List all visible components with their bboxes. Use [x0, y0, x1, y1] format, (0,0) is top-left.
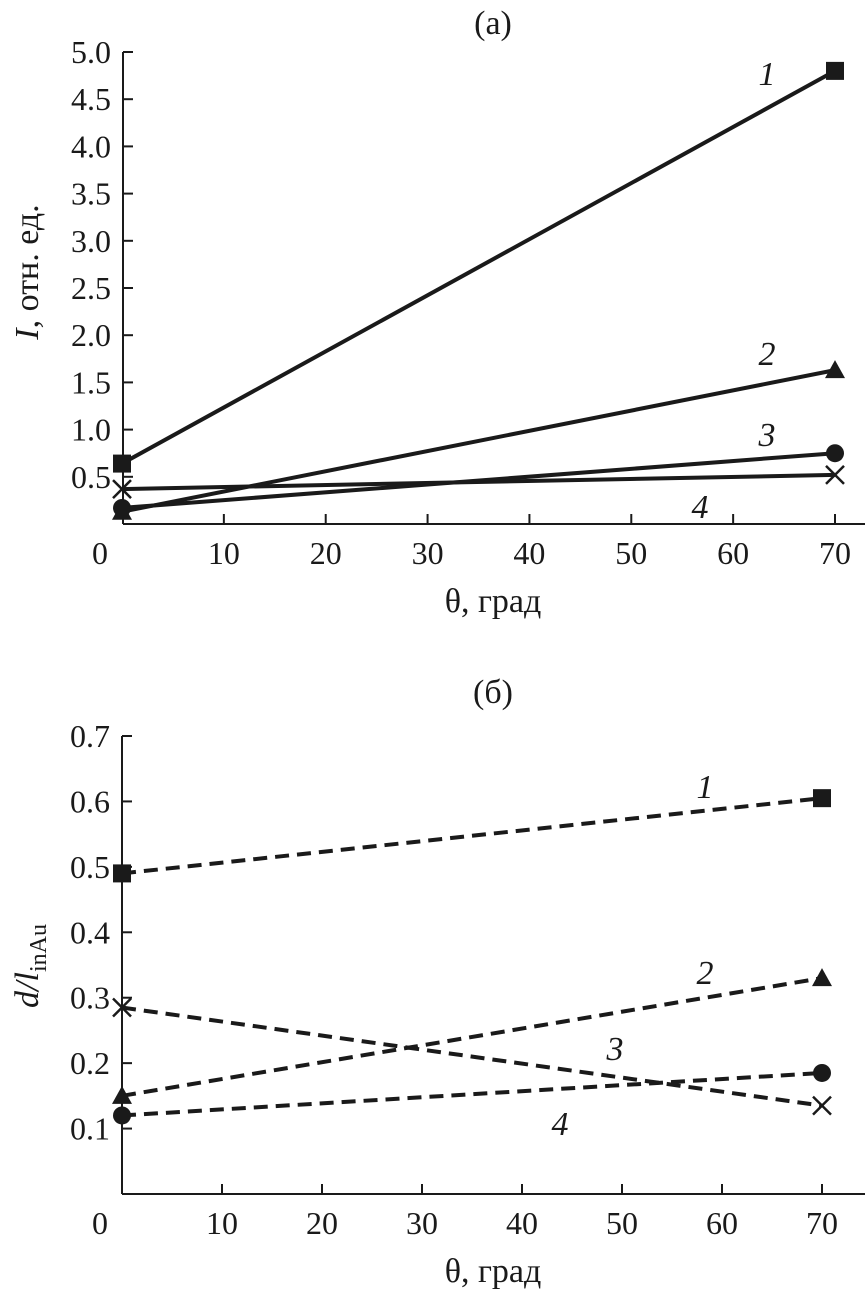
- y-tick-label: 0.2: [70, 1045, 110, 1081]
- y-tick-label: 3.5: [71, 176, 111, 212]
- series-line: [121, 1070, 823, 1118]
- x-tick-label: 0: [92, 1205, 108, 1241]
- y-tick-label: 0.4: [70, 914, 110, 950]
- series-label: 4: [552, 1106, 569, 1143]
- series-label: 1: [759, 56, 776, 93]
- x-tick-label: 70: [819, 535, 851, 571]
- y-tick-label: 0.1: [70, 1111, 110, 1147]
- y-axis-title-main: d/l: [9, 972, 46, 1008]
- y-tick-label: 4.5: [71, 81, 111, 117]
- y-axis-title-symbol: I: [9, 327, 46, 341]
- y-tick-label: 0.3: [70, 980, 110, 1016]
- cross-stroke: [812, 1095, 832, 1116]
- cross-stroke: [825, 465, 845, 485]
- data-point-square: [113, 864, 131, 883]
- chart-panel-1: (а) 0.5 1.0 1.5 2.0 2.5 3.0 3.5 4.0 4.5 5.0 0 10 20 30…: [9, 5, 865, 620]
- y-tick-label: 1.0: [71, 412, 111, 448]
- series-2: 2: [112, 336, 845, 520]
- x-tick-label: 20: [310, 535, 342, 571]
- data-point-circle: [113, 1106, 131, 1125]
- x-tick-label: 10: [206, 1205, 238, 1241]
- panel-title: (б): [473, 674, 513, 711]
- series-line: [121, 368, 836, 514]
- y-tick-label: 0.6: [70, 783, 110, 819]
- x-tick-label: 30: [412, 535, 444, 571]
- data-point-cross: [112, 997, 132, 1018]
- data-point-triangle: [112, 1085, 132, 1104]
- data-point-cross: [825, 465, 845, 485]
- series-label: 1: [697, 769, 714, 806]
- y-tick-label: 2.0: [71, 317, 111, 353]
- series-3: 3: [113, 417, 844, 517]
- y-tick-label: 0.7: [70, 718, 110, 754]
- y-tick-label: 0.5: [70, 849, 110, 885]
- chart-panel-2: (б) 0.1 0.2 0.3 0.4 0.5 0.6 0.7 0 10 20 30 40 50 60 70 θ…: [9, 674, 865, 1290]
- y-tick-label: 0.5: [71, 459, 111, 495]
- y-axis-title-subscript: inAu: [26, 924, 52, 972]
- data-point-triangle: [825, 360, 845, 379]
- x-tick-label: 50: [606, 1205, 638, 1241]
- series-4: 4: [112, 997, 832, 1143]
- y-tick-label: 5.0: [71, 34, 111, 70]
- y-axis-title: I, отн. ед.: [9, 204, 46, 340]
- x-axis-title: θ, град: [445, 1253, 542, 1290]
- series-1: 1: [113, 56, 844, 473]
- cross-stroke: [112, 997, 132, 1018]
- series-line: [121, 1005, 823, 1108]
- y-tick-label: 1.5: [71, 364, 111, 400]
- series-line: [121, 69, 836, 466]
- series-2: 2: [112, 955, 832, 1104]
- data-point-circle: [826, 444, 844, 463]
- x-tick-label: 0: [92, 535, 108, 571]
- data-point-cross: [112, 479, 132, 499]
- data-point-cross: [812, 1095, 832, 1116]
- y-tick-label: 4.0: [71, 128, 111, 164]
- data-point-triangle: [812, 968, 832, 987]
- series-label: 3: [758, 417, 776, 454]
- x-axis-title: θ, град: [445, 583, 542, 620]
- series-1: 1: [113, 769, 831, 883]
- series-label: 2: [697, 955, 714, 992]
- x-tick-label: 70: [806, 1205, 838, 1241]
- data-point-square: [113, 454, 131, 473]
- x-tick-label: 60: [717, 535, 749, 571]
- cross-stroke: [112, 479, 132, 499]
- x-tick-label: 40: [506, 1205, 538, 1241]
- data-point-square: [813, 789, 831, 808]
- data-point-circle: [113, 498, 131, 517]
- x-tick-label: 60: [706, 1205, 738, 1241]
- data-point-circle: [813, 1063, 831, 1082]
- y-tick-label: 3.0: [71, 223, 111, 259]
- x-tick-label: 30: [406, 1205, 438, 1241]
- x-tick-label: 10: [208, 535, 240, 571]
- series-line: [121, 976, 823, 1098]
- series-label: 4: [692, 489, 709, 526]
- series-label: 2: [759, 336, 776, 373]
- series-3: 3: [113, 1031, 831, 1125]
- x-tick-label: 40: [513, 535, 545, 571]
- x-tick-label: 50: [615, 535, 647, 571]
- series-4: 4: [112, 465, 845, 526]
- panel-title: (а): [474, 5, 512, 42]
- y-axis-title-rest: , отн. ед.: [9, 204, 46, 328]
- y-tick-label: 2.5: [71, 270, 111, 306]
- data-point-square: [826, 61, 844, 80]
- series-label: 3: [606, 1031, 624, 1068]
- y-axis-title: d/linAu: [9, 924, 52, 1008]
- x-tick-label: 20: [306, 1205, 338, 1241]
- series-line: [121, 472, 836, 492]
- series-line: [121, 796, 823, 876]
